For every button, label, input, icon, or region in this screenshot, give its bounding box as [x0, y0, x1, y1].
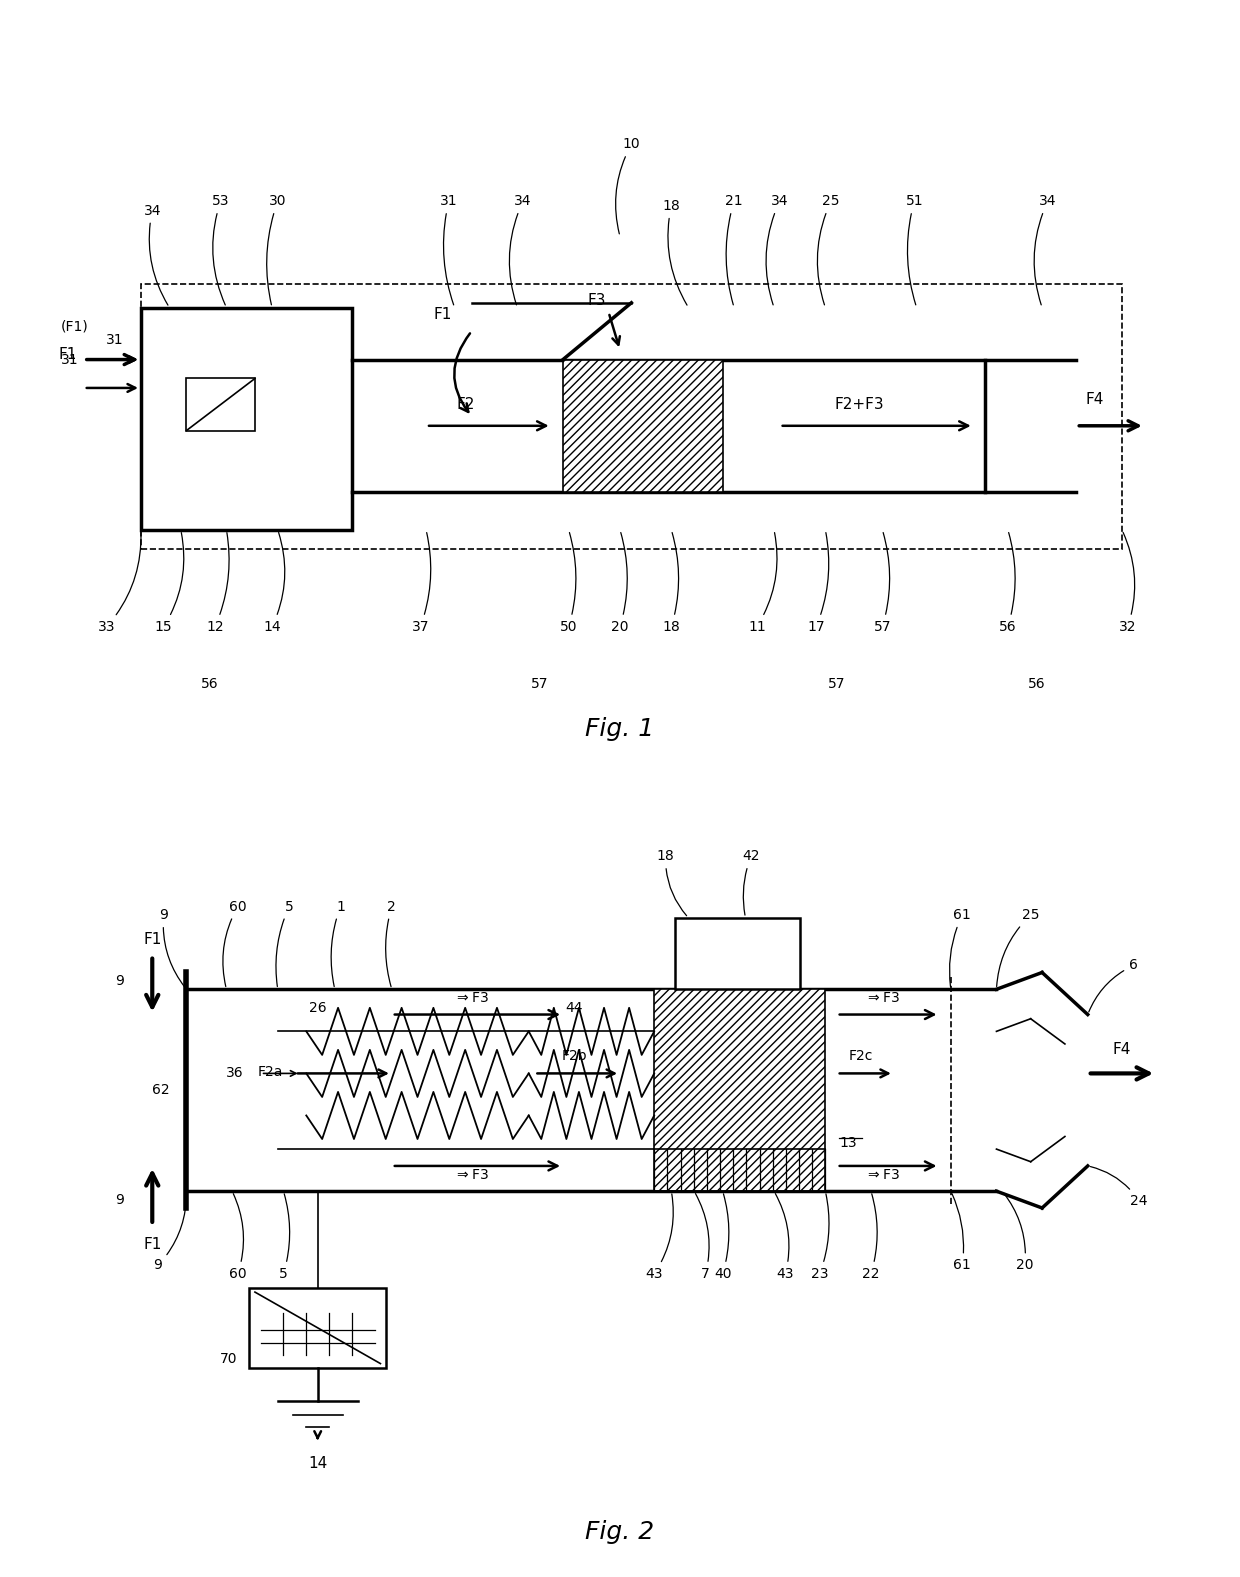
- Text: 31: 31: [61, 353, 78, 366]
- Text: 61: 61: [950, 908, 971, 987]
- Text: F2a: F2a: [258, 1064, 284, 1079]
- Text: 21: 21: [725, 194, 743, 304]
- Text: 36: 36: [226, 1066, 243, 1080]
- Text: 7: 7: [696, 1194, 711, 1281]
- Text: 5: 5: [279, 1194, 290, 1281]
- Text: 34: 34: [1034, 194, 1056, 304]
- Text: F2+F3: F2+F3: [835, 396, 884, 412]
- Text: 34: 34: [766, 194, 789, 304]
- Text: F1: F1: [434, 306, 453, 322]
- Text: 18: 18: [657, 848, 687, 916]
- Text: 22: 22: [862, 1194, 879, 1281]
- Text: 57: 57: [874, 533, 892, 634]
- Text: 26: 26: [309, 1000, 326, 1014]
- Text: (F1): (F1): [61, 320, 89, 333]
- Bar: [186, 378, 255, 431]
- Text: $\Rightarrow$F3: $\Rightarrow$F3: [866, 1167, 900, 1181]
- Text: 42: 42: [743, 848, 760, 915]
- Text: 23: 23: [811, 1194, 830, 1281]
- Text: 17: 17: [807, 533, 828, 634]
- Text: 15: 15: [155, 533, 184, 634]
- Text: 9: 9: [115, 1192, 124, 1206]
- Text: 56: 56: [1028, 677, 1045, 691]
- Text: 34: 34: [144, 203, 167, 304]
- Text: F1: F1: [143, 1238, 161, 1252]
- Text: $\Rightarrow$F3: $\Rightarrow$F3: [454, 1167, 489, 1181]
- Text: $\Rightarrow$F3: $\Rightarrow$F3: [454, 990, 489, 1005]
- Text: 31: 31: [440, 194, 458, 304]
- Bar: [141, 284, 1122, 549]
- Text: F3: F3: [588, 292, 606, 308]
- Text: F4: F4: [1085, 391, 1104, 407]
- Text: 25: 25: [997, 908, 1039, 987]
- Text: 62: 62: [151, 1083, 170, 1098]
- Text: 20: 20: [1004, 1194, 1034, 1273]
- Text: 61: 61: [952, 1194, 971, 1273]
- Text: 10: 10: [615, 137, 640, 233]
- Text: Fig. 1: Fig. 1: [585, 716, 655, 741]
- Text: 5: 5: [314, 1318, 322, 1333]
- Bar: [141, 308, 352, 530]
- Text: 53: 53: [212, 194, 229, 304]
- Text: 24: 24: [1090, 1167, 1148, 1208]
- Text: 9: 9: [115, 975, 124, 987]
- Text: 14: 14: [263, 533, 285, 634]
- Text: 13: 13: [839, 1137, 857, 1151]
- Text: 60: 60: [229, 1194, 247, 1281]
- Text: 5: 5: [277, 899, 294, 987]
- Text: 43: 43: [646, 1194, 673, 1281]
- Text: $\Rightarrow$F3: $\Rightarrow$F3: [866, 990, 900, 1005]
- Text: 9: 9: [159, 908, 185, 987]
- Text: F1: F1: [143, 932, 161, 948]
- Text: 12: 12: [206, 533, 229, 634]
- Text: 56: 56: [999, 533, 1017, 634]
- Text: F2c: F2c: [848, 1049, 873, 1063]
- Text: F1: F1: [58, 347, 77, 363]
- Text: 33: 33: [98, 533, 141, 634]
- Text: 6: 6: [1089, 959, 1138, 1012]
- Text: 40: 40: [714, 1194, 732, 1281]
- Bar: [563, 360, 723, 492]
- Text: 32: 32: [1118, 533, 1136, 634]
- Text: 57: 57: [532, 677, 549, 691]
- Text: 51: 51: [905, 194, 923, 304]
- Text: 2: 2: [386, 899, 397, 987]
- Text: 60: 60: [223, 899, 247, 987]
- Text: 50: 50: [560, 533, 578, 634]
- Text: 14: 14: [308, 1456, 327, 1471]
- Text: 31: 31: [105, 333, 124, 347]
- Text: F2b: F2b: [562, 1049, 588, 1063]
- Text: 18: 18: [662, 199, 687, 304]
- Bar: [655, 989, 826, 1191]
- Text: 1: 1: [331, 899, 345, 987]
- Text: 11: 11: [748, 533, 777, 634]
- Text: F4: F4: [1112, 1041, 1131, 1057]
- Text: 18: 18: [662, 533, 681, 634]
- Text: 56: 56: [201, 677, 218, 691]
- Text: F2: F2: [456, 396, 475, 412]
- Text: 44: 44: [565, 1000, 583, 1014]
- Text: 43: 43: [775, 1194, 794, 1281]
- Text: 70: 70: [221, 1353, 238, 1366]
- Bar: [249, 1288, 386, 1367]
- Text: 9: 9: [154, 1194, 186, 1273]
- Text: Fig. 2: Fig. 2: [585, 1520, 655, 1544]
- Text: 37: 37: [412, 533, 430, 634]
- Bar: [675, 918, 800, 989]
- Text: 57: 57: [828, 677, 846, 691]
- Text: 30: 30: [267, 194, 286, 304]
- Text: 20: 20: [611, 533, 629, 634]
- Text: 34: 34: [510, 194, 532, 304]
- Text: 25: 25: [817, 194, 839, 304]
